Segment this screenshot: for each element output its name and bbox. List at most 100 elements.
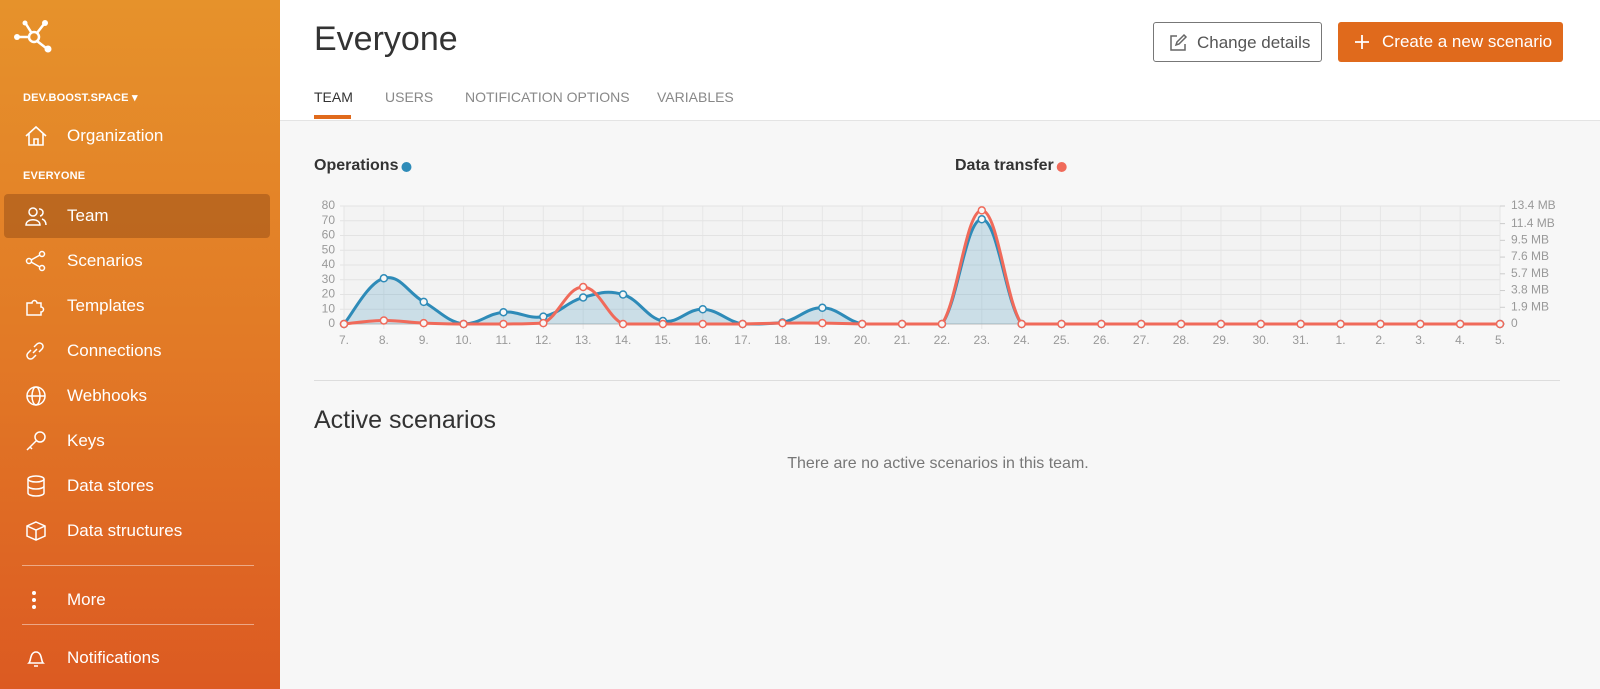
divider — [22, 624, 254, 625]
x-tick-label: 24. — [1013, 333, 1030, 347]
data-point — [937, 319, 947, 329]
icon — [32, 591, 36, 609]
y2-tick-label: 5.7 MB — [1511, 266, 1549, 280]
nav-label: Webhooks — [67, 386, 148, 405]
data-point — [857, 319, 867, 329]
y2-tick-label: 0 — [1511, 316, 1518, 330]
nav-item[interactable]: More — [4, 578, 270, 622]
nav-item[interactable]: Templates — [4, 284, 270, 328]
nav-item[interactable]: Organization — [4, 114, 270, 158]
nav-item[interactable]: Data stores — [4, 464, 270, 508]
data-point — [618, 319, 628, 329]
icon — [27, 475, 45, 497]
data-point — [1376, 319, 1385, 329]
tab[interactable]: USERS — [385, 89, 434, 105]
nav-item[interactable]: Keys — [4, 419, 270, 463]
data-point — [578, 282, 588, 292]
x-tick-label: 25. — [1053, 333, 1070, 347]
icon — [26, 521, 46, 541]
icon — [1170, 33, 1188, 51]
data-point — [578, 293, 588, 302]
icon — [26, 386, 46, 406]
data-point — [977, 206, 987, 215]
org-name: DEV.BOOST.SPACE — [23, 92, 129, 104]
x-tick-label: 13. — [575, 333, 592, 347]
data-point — [698, 319, 708, 329]
legend-dot — [1056, 162, 1067, 172]
nav-item[interactable]: Data structures — [4, 509, 270, 553]
data-point — [1256, 319, 1266, 329]
nav-item[interactable]: Connections — [4, 329, 270, 373]
data-point — [1057, 319, 1066, 329]
divider — [314, 380, 1560, 381]
data-point — [499, 307, 508, 317]
x-tick-label: 28. — [1173, 333, 1190, 347]
nav-item[interactable]: Team — [4, 194, 270, 238]
x-tick-label: 20. — [854, 333, 871, 347]
data-point — [1495, 319, 1505, 329]
chart: 7. 8. 9. 10. 11. 12. 13. 14. 15. 16. 17. 18. 19. 20. 2… — [314, 157, 1556, 347]
nav-item[interactable]: Notifications — [4, 636, 270, 680]
data-point — [1296, 319, 1305, 329]
x-tick-label: 5. — [1495, 333, 1505, 347]
data-point — [419, 297, 428, 307]
empty-message: There are no active scenarios in this te… — [787, 455, 1089, 472]
y-tick-label: 60 — [322, 228, 336, 242]
x-tick-label: 14. — [615, 333, 632, 347]
icon — [25, 250, 46, 272]
x-tick-label: 21. — [894, 333, 911, 347]
nav-label: Notifications — [67, 648, 160, 667]
divider — [22, 565, 254, 566]
create-scenario-button[interactable]: Create a new scenario — [1338, 22, 1563, 62]
y2-tick-label: 11.4 MB — [1511, 216, 1555, 230]
data-point — [1455, 319, 1465, 329]
x-tick-label: 3. — [1415, 333, 1425, 347]
data-point — [459, 319, 468, 329]
x-tick-label: 23. — [973, 333, 990, 347]
y-tick-label: 70 — [322, 213, 336, 227]
tab[interactable]: NOTIFICATION OPTIONS — [465, 89, 630, 105]
nav-label: Team — [67, 206, 109, 225]
x-tick-label: 26. — [1093, 333, 1110, 347]
tab[interactable]: TEAM — [314, 89, 353, 105]
nav-item[interactable]: Webhooks — [4, 374, 270, 418]
button-label: Create a new scenario — [1382, 32, 1553, 51]
data-point — [1416, 319, 1425, 329]
legend-label: Operations — [314, 157, 399, 174]
nav-label: Connections — [67, 341, 162, 360]
data-point — [1176, 319, 1186, 329]
x-tick-label: 12. — [535, 333, 552, 347]
y-tick-label: 20 — [322, 287, 336, 301]
y-tick-label: 80 — [322, 198, 336, 212]
x-tick-label: 18. — [774, 333, 791, 347]
nav-label: Data stores — [67, 476, 154, 495]
y2-tick-label: 7.6 MB — [1511, 249, 1549, 263]
y2-tick-label: 1.9 MB — [1511, 299, 1549, 313]
x-tick-label: 9. — [419, 333, 429, 347]
logo[interactable] — [14, 20, 54, 54]
button-label: Change details — [1197, 33, 1311, 52]
data-point — [419, 318, 428, 328]
legend-dot — [401, 162, 412, 172]
y-tick-label: 30 — [322, 272, 336, 286]
y2-tick-label: 3.8 MB — [1511, 283, 1549, 297]
change-details-button[interactable]: Change details — [1153, 22, 1322, 62]
nav-label: Keys — [67, 431, 105, 450]
x-tick-label: 29. — [1213, 333, 1230, 347]
x-tick-label: 2. — [1375, 333, 1385, 347]
tab[interactable]: VARIABLES — [657, 89, 734, 105]
data-point — [379, 316, 389, 325]
x-tick-label: 10. — [455, 333, 472, 347]
org-switcher[interactable]: DEV.BOOST.SPACE ▾ — [23, 92, 138, 104]
nav-item[interactable]: Scenarios — [4, 239, 270, 283]
y-tick-label: 50 — [322, 242, 336, 256]
x-tick-label: 1. — [1336, 333, 1346, 347]
icon — [25, 207, 47, 226]
data-point — [1136, 319, 1146, 329]
nav-label: Organization — [67, 126, 164, 145]
y-tick-label: 0 — [328, 316, 335, 330]
x-tick-label: 16. — [694, 333, 711, 347]
sidebar: DEV.BOOST.SPACE ▾ Organization EVERYONE … — [0, 0, 280, 689]
section-label: EVERYONE — [23, 170, 86, 182]
